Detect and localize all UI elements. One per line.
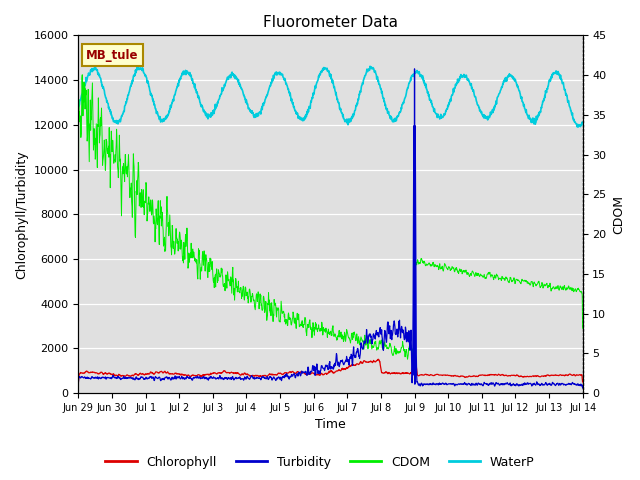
Text: MB_tule: MB_tule: [86, 48, 138, 61]
Y-axis label: Chlorophyll/Turbidity: Chlorophyll/Turbidity: [15, 150, 28, 278]
Title: Fluorometer Data: Fluorometer Data: [263, 15, 398, 30]
Legend: Chlorophyll, Turbidity, CDOM, WaterP: Chlorophyll, Turbidity, CDOM, WaterP: [100, 451, 540, 474]
Y-axis label: CDOM: CDOM: [612, 195, 625, 234]
X-axis label: Time: Time: [315, 419, 346, 432]
